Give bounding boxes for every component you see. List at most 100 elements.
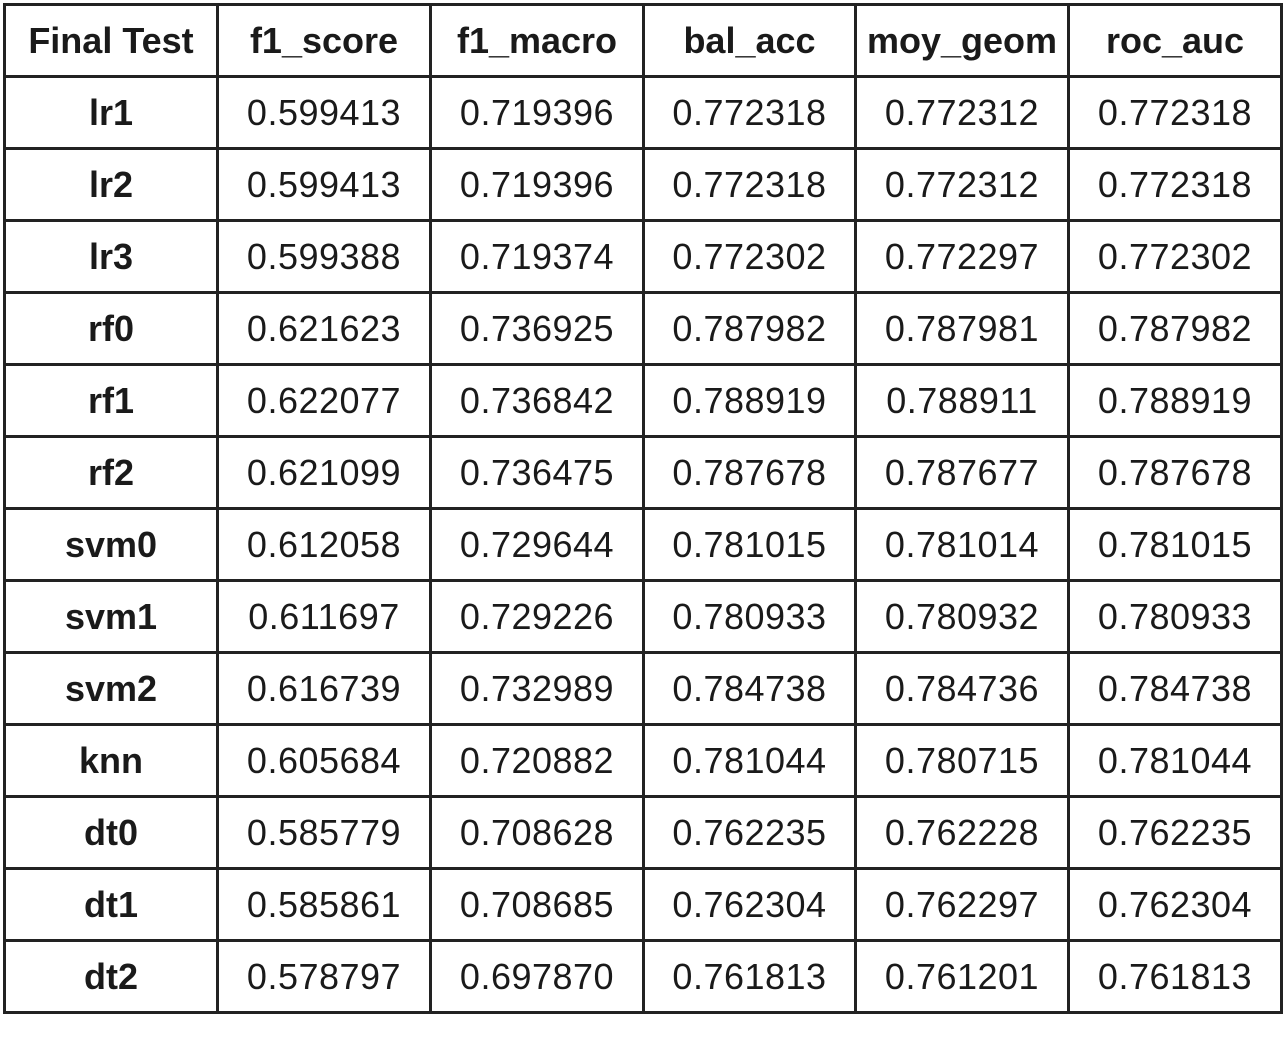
table-row: dt0 0.585779 0.708628 0.762235 0.762228 0.762…	[3, 795, 1283, 870]
cell-roc-auc: 0.780933	[1067, 579, 1283, 654]
cell-f1-macro: 0.719396	[429, 147, 645, 222]
cell-model-name: dt1	[3, 867, 219, 942]
cell-model-name: dt0	[3, 795, 219, 870]
header-f1-score: f1_score	[216, 3, 432, 78]
cell-moy-geom: 0.772312	[854, 75, 1070, 150]
cell-bal-acc: 0.762235	[642, 795, 857, 870]
cell-roc-auc: 0.788919	[1067, 363, 1283, 438]
table-row: svm2 0.616739 0.732989 0.784738 0.784736 0.78…	[3, 651, 1283, 726]
cell-moy-geom: 0.781014	[854, 507, 1070, 582]
cell-moy-geom: 0.761201	[854, 939, 1070, 1014]
cell-f1-score: 0.621623	[216, 291, 432, 366]
cell-model-name: lr3	[3, 219, 219, 294]
cell-moy-geom: 0.762297	[854, 867, 1070, 942]
cell-roc-auc: 0.772318	[1067, 75, 1283, 150]
cell-bal-acc: 0.787982	[642, 291, 857, 366]
cell-f1-macro: 0.719374	[429, 219, 645, 294]
cell-model-name: rf2	[3, 435, 219, 510]
cell-model-name: knn	[3, 723, 219, 798]
table-row: svm0 0.612058 0.729644 0.781015 0.781014 0.78…	[3, 507, 1283, 582]
cell-roc-auc: 0.781044	[1067, 723, 1283, 798]
cell-moy-geom: 0.788911	[854, 363, 1070, 438]
cell-roc-auc: 0.772302	[1067, 219, 1283, 294]
header-f1-macro: f1_macro	[429, 3, 645, 78]
cell-model-name: svm2	[3, 651, 219, 726]
cell-bal-acc: 0.784738	[642, 651, 857, 726]
cell-f1-score: 0.611697	[216, 579, 432, 654]
table-row: lr2 0.599413 0.719396 0.772318 0.772312 0.772…	[3, 147, 1283, 222]
cell-f1-macro: 0.729644	[429, 507, 645, 582]
cell-model-name: lr2	[3, 147, 219, 222]
cell-f1-macro: 0.732989	[429, 651, 645, 726]
table-row: rf2 0.621099 0.736475 0.787678 0.787677 0.787…	[3, 435, 1283, 510]
cell-model-name: rf1	[3, 363, 219, 438]
cell-f1-macro: 0.708685	[429, 867, 645, 942]
cell-bal-acc: 0.762304	[642, 867, 857, 942]
cell-roc-auc: 0.772318	[1067, 147, 1283, 222]
cell-model-name: svm1	[3, 579, 219, 654]
cell-bal-acc: 0.761813	[642, 939, 857, 1014]
cell-bal-acc: 0.781015	[642, 507, 857, 582]
cell-f1-score: 0.605684	[216, 723, 432, 798]
cell-roc-auc: 0.787982	[1067, 291, 1283, 366]
header-bal-acc: bal_acc	[642, 3, 857, 78]
table-row: dt1 0.585861 0.708685 0.762304 0.762297 0.762…	[3, 867, 1283, 942]
cell-model-name: dt2	[3, 939, 219, 1014]
cell-bal-acc: 0.772318	[642, 75, 857, 150]
cell-f1-macro: 0.720882	[429, 723, 645, 798]
cell-roc-auc: 0.781015	[1067, 507, 1283, 582]
cell-f1-macro: 0.697870	[429, 939, 645, 1014]
table-row: rf0 0.621623 0.736925 0.787982 0.787981 0.787…	[3, 291, 1283, 366]
cell-f1-score: 0.599413	[216, 147, 432, 222]
header-roc-auc: roc_auc	[1067, 3, 1283, 78]
cell-bal-acc: 0.780933	[642, 579, 857, 654]
cell-f1-score: 0.585779	[216, 795, 432, 870]
cell-bal-acc: 0.787678	[642, 435, 857, 510]
cell-moy-geom: 0.780715	[854, 723, 1070, 798]
cell-moy-geom: 0.787981	[854, 291, 1070, 366]
table-row: dt2 0.578797 0.697870 0.761813 0.761201 0.761…	[3, 939, 1283, 1014]
cell-f1-macro: 0.736475	[429, 435, 645, 510]
cell-f1-score: 0.599413	[216, 75, 432, 150]
cell-roc-auc: 0.762235	[1067, 795, 1283, 870]
cell-moy-geom: 0.787677	[854, 435, 1070, 510]
cell-f1-score: 0.585861	[216, 867, 432, 942]
table-body: lr1 0.599413 0.719396 0.772318 0.772312 0.772…	[3, 75, 1283, 1014]
cell-roc-auc: 0.784738	[1067, 651, 1283, 726]
table-row: lr1 0.599413 0.719396 0.772318 0.772312 0.772…	[3, 75, 1283, 150]
cell-f1-macro: 0.719396	[429, 75, 645, 150]
cell-bal-acc: 0.772318	[642, 147, 857, 222]
cell-model-name: svm0	[3, 507, 219, 582]
cell-moy-geom: 0.772297	[854, 219, 1070, 294]
header-moy-geom: moy_geom	[854, 3, 1070, 78]
cell-model-name: lr1	[3, 75, 219, 150]
cell-moy-geom: 0.772312	[854, 147, 1070, 222]
header-final-test: Final Test	[3, 3, 219, 78]
cell-f1-score: 0.578797	[216, 939, 432, 1014]
table-row: lr3 0.599388 0.719374 0.772302 0.772297 0.772…	[3, 219, 1283, 294]
cell-f1-macro: 0.708628	[429, 795, 645, 870]
cell-f1-score: 0.612058	[216, 507, 432, 582]
header-row: Final Test f1_score f1_macro bal_acc moy…	[3, 3, 1283, 78]
cell-roc-auc: 0.761813	[1067, 939, 1283, 1014]
cell-f1-score: 0.621099	[216, 435, 432, 510]
cell-moy-geom: 0.784736	[854, 651, 1070, 726]
cell-f1-score: 0.616739	[216, 651, 432, 726]
cell-bal-acc: 0.781044	[642, 723, 857, 798]
table-row: svm1 0.611697 0.729226 0.780933 0.780932 0.78…	[3, 579, 1283, 654]
cell-moy-geom: 0.780932	[854, 579, 1070, 654]
cell-f1-macro: 0.736925	[429, 291, 645, 366]
cell-model-name: rf0	[3, 291, 219, 366]
cell-moy-geom: 0.762228	[854, 795, 1070, 870]
table-header: Final Test f1_score f1_macro bal_acc moy…	[3, 3, 1283, 78]
table-row: knn 0.605684 0.720882 0.781044 0.780715 0.781…	[3, 723, 1283, 798]
cell-bal-acc: 0.772302	[642, 219, 857, 294]
cell-f1-score: 0.599388	[216, 219, 432, 294]
cell-f1-macro: 0.729226	[429, 579, 645, 654]
cell-f1-score: 0.622077	[216, 363, 432, 438]
cell-roc-auc: 0.762304	[1067, 867, 1283, 942]
table-row: rf1 0.622077 0.736842 0.788919 0.788911 0.788…	[3, 363, 1283, 438]
cell-bal-acc: 0.788919	[642, 363, 857, 438]
cell-roc-auc: 0.787678	[1067, 435, 1283, 510]
results-table: Final Test f1_score f1_macro bal_acc moy…	[3, 3, 1283, 1014]
